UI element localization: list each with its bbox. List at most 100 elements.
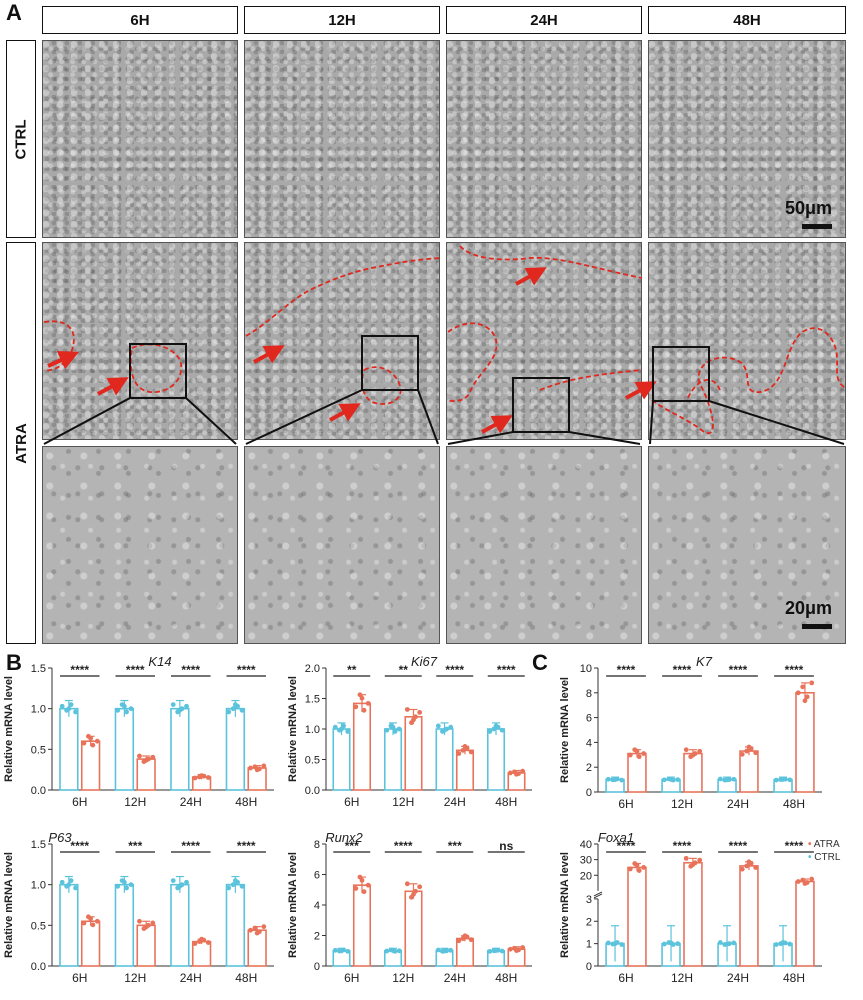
data-point xyxy=(468,937,474,943)
bar-atra-48h xyxy=(247,929,267,967)
outline-48h-inner xyxy=(687,378,721,399)
data-point xyxy=(170,702,176,707)
data-point xyxy=(795,879,801,884)
y-tick-label: 0 xyxy=(586,961,592,973)
significance-label: **** xyxy=(785,663,804,677)
data-point xyxy=(128,706,134,712)
data-point xyxy=(520,768,526,774)
y-tick-label: 1.0 xyxy=(31,704,46,716)
data-point xyxy=(462,933,468,939)
zoom-box-12h xyxy=(361,335,419,391)
data-point xyxy=(73,885,78,891)
data-point xyxy=(353,704,359,710)
x-tick-label: 6H xyxy=(618,971,633,985)
legend: • ATRA • CTRL xyxy=(808,838,840,864)
data-point xyxy=(68,702,74,707)
y-tick-label: 0.5 xyxy=(31,744,46,756)
data-point xyxy=(690,862,696,867)
y-tick-label: 10 xyxy=(580,663,592,675)
y-tick-label: 1.5 xyxy=(31,839,46,851)
arrow-48h-1 xyxy=(625,381,657,400)
data-point xyxy=(239,883,245,889)
bar-ctrl-48h xyxy=(225,883,246,967)
chart-title: K7 xyxy=(696,654,713,669)
data-point xyxy=(177,883,183,889)
data-point xyxy=(435,723,441,729)
data-point xyxy=(254,767,260,773)
data-point xyxy=(746,859,752,865)
y-axis-label: Relative mRNA level xyxy=(287,676,299,782)
bar-ctrl-48h xyxy=(225,707,246,791)
data-point xyxy=(717,940,723,945)
data-point xyxy=(261,924,267,930)
data-point xyxy=(753,750,759,756)
outline-6h-box xyxy=(129,343,183,393)
y-tick-label: 4 xyxy=(314,900,320,912)
bar-ctrl-6h xyxy=(332,728,351,791)
data-point xyxy=(88,916,94,921)
x-tick-label: 6H xyxy=(344,795,359,809)
data-point xyxy=(787,941,793,947)
significance-label: **** xyxy=(70,663,89,677)
data-point xyxy=(462,743,468,749)
y-tick-label: 40 xyxy=(580,839,592,851)
bar-atra-48h xyxy=(795,880,815,967)
atra-6h-image xyxy=(42,242,238,440)
bar-atra-6h xyxy=(627,866,647,967)
bar-atra-6h xyxy=(80,920,101,967)
column-header-12h: 12H xyxy=(244,6,440,34)
y-axis-label: Relative mRNA level xyxy=(559,852,571,958)
data-point xyxy=(248,765,253,771)
ctrl-48h-image xyxy=(648,40,846,238)
x-tick-label: 12H xyxy=(124,795,146,809)
data-point xyxy=(780,940,786,945)
data-point xyxy=(499,727,505,733)
microscopy-annotations xyxy=(43,245,847,445)
data-point xyxy=(66,706,72,712)
x-tick-label: 12H xyxy=(671,971,693,985)
data-point xyxy=(605,776,611,782)
data-point xyxy=(739,866,745,872)
zoom-box-24h xyxy=(512,377,570,433)
data-point xyxy=(442,948,447,954)
data-point xyxy=(365,882,371,888)
significance-label: **** xyxy=(617,663,636,677)
data-point xyxy=(507,946,513,952)
y-tick-label: 20 xyxy=(580,870,592,882)
data-point xyxy=(115,707,121,713)
bar-atra-12h xyxy=(136,758,156,791)
y-tick-label: 0.0 xyxy=(31,785,46,797)
data-point xyxy=(739,751,745,757)
data-point xyxy=(683,855,689,861)
outline-6h-left xyxy=(43,320,75,372)
atra-24h-zoom-image xyxy=(446,446,642,644)
data-point xyxy=(634,748,640,754)
scale-bar-20um xyxy=(802,624,832,629)
data-point xyxy=(787,777,793,783)
legend-item-atra: • ATRA xyxy=(808,838,840,851)
panel-b-letter: B xyxy=(6,650,22,675)
ctrl-6h-image xyxy=(42,40,238,238)
data-point xyxy=(753,865,759,870)
row-label-atra: ATRA xyxy=(6,242,36,644)
atra-12h-zoom-image xyxy=(244,446,440,644)
data-point xyxy=(627,752,633,758)
x-tick-label: 48H xyxy=(495,971,517,985)
column-header-6h: 6H xyxy=(42,6,238,34)
significance-label: **** xyxy=(445,663,464,677)
significance-label: *** xyxy=(128,839,142,853)
y-tick-label: 1.5 xyxy=(305,694,320,706)
y-tick-label: 0.5 xyxy=(31,920,46,932)
chart-runx2: Runx2 Relative mRNA level 0 2 4 6 8 6H *** 12H ***… xyxy=(287,830,532,985)
outline-12h xyxy=(245,257,441,337)
chart-foxa1: Foxa1 Relative mRNA level 0 1 2 3 20 30 40 6H ****… xyxy=(559,830,822,985)
bar-ctrl-12h xyxy=(114,707,135,791)
data-point xyxy=(809,680,815,686)
chart-k14: K14 Relative mRNA level 0.0 0.5 1.0 1.5 6H ****… xyxy=(3,654,274,809)
significance-label: **** xyxy=(617,839,636,853)
data-point xyxy=(73,709,78,715)
data-point xyxy=(442,727,447,733)
data-point xyxy=(514,771,519,777)
data-point xyxy=(520,945,526,950)
data-point xyxy=(226,709,232,715)
